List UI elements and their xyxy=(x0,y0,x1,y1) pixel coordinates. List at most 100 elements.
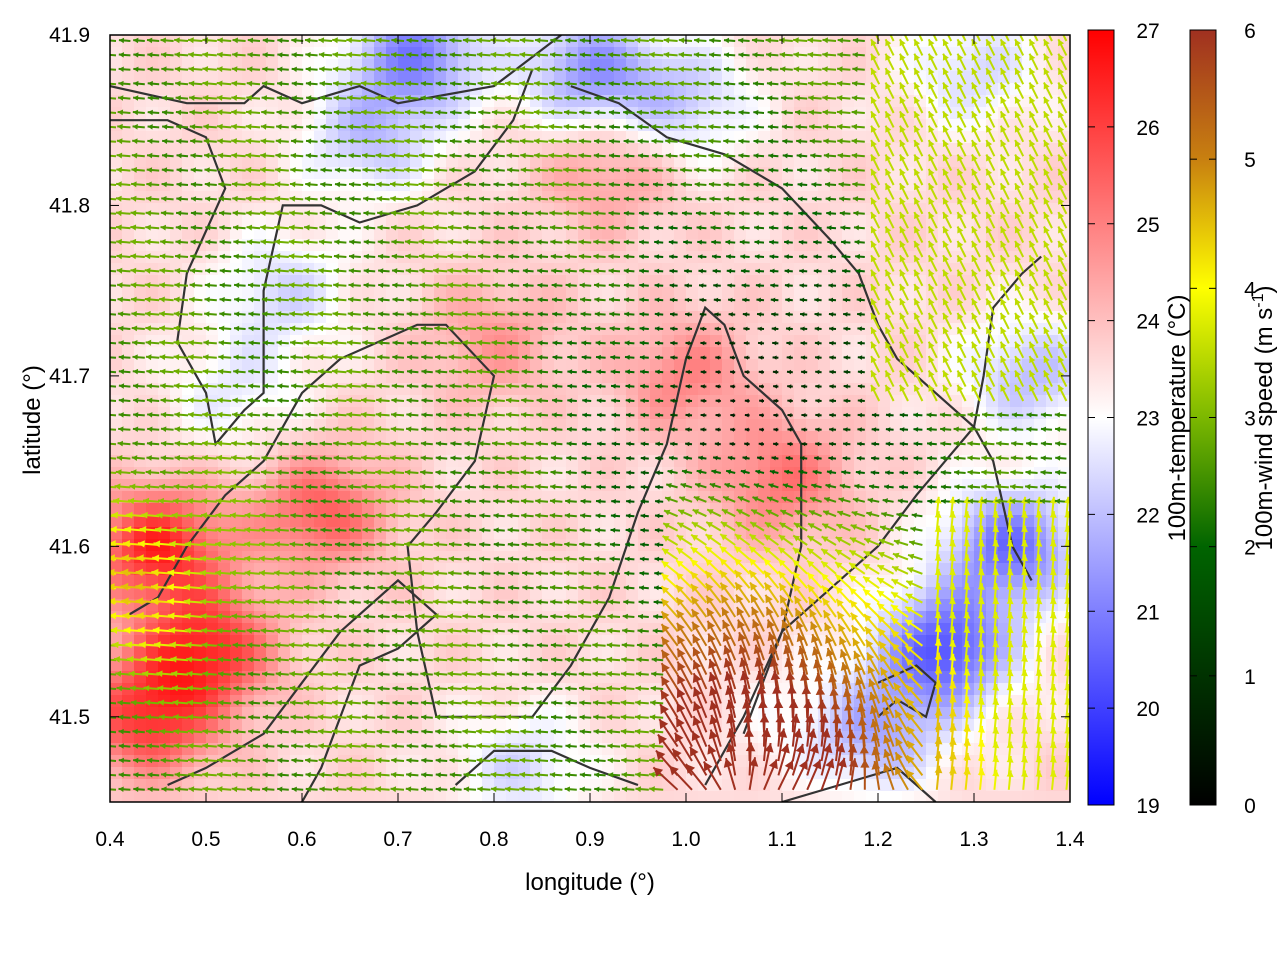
temperature-cell xyxy=(614,587,627,600)
temperature-cell xyxy=(110,323,123,336)
temperature-cell xyxy=(758,155,771,168)
temperature-cell xyxy=(302,431,315,444)
temperature-cell xyxy=(770,359,783,372)
temperature-cell xyxy=(194,359,207,372)
temperature-cell xyxy=(614,71,627,84)
temperature-cell xyxy=(242,371,255,384)
temperature-cell xyxy=(386,551,399,564)
temperature-cell xyxy=(806,371,819,384)
temperature-cell xyxy=(110,371,123,384)
temperature-cell xyxy=(662,359,675,372)
temperature-cell xyxy=(878,431,891,444)
temperature-cell xyxy=(722,407,735,420)
temperature-cell xyxy=(266,215,279,228)
temperature-cell xyxy=(278,767,291,780)
temperature-cell xyxy=(206,503,219,516)
temperature-cell xyxy=(314,575,327,588)
temperature-cell xyxy=(146,443,159,456)
temperature-cell xyxy=(818,287,831,300)
temperature-cell xyxy=(266,95,279,108)
temperature-cell xyxy=(650,551,663,564)
temperature-cell xyxy=(110,263,123,276)
temperature-cell xyxy=(542,299,555,312)
temperature-cell xyxy=(458,623,471,636)
temperature-cell xyxy=(254,35,267,48)
temperature-cell xyxy=(134,299,147,312)
temperature-cell xyxy=(218,83,231,96)
temperature-cell xyxy=(590,215,603,228)
temperature-cell xyxy=(146,731,159,744)
temperature-cell xyxy=(1022,431,1035,444)
temperature-cell xyxy=(470,227,483,240)
temperature-cell xyxy=(830,407,843,420)
temperature-cell xyxy=(782,287,795,300)
temperature-cell xyxy=(470,155,483,168)
temperature-cell xyxy=(158,791,171,802)
temperature-cell xyxy=(590,719,603,732)
temperature-cell xyxy=(662,287,675,300)
temperature-cell xyxy=(290,503,303,516)
temperature-cell xyxy=(146,83,159,96)
temperature-cell xyxy=(518,647,531,660)
temperature-cell xyxy=(842,119,855,132)
temperature-cell xyxy=(338,239,351,252)
temperature-cell xyxy=(218,659,231,672)
temperature-cell xyxy=(230,227,243,240)
temperature-cell xyxy=(482,335,495,348)
temperature-cell xyxy=(758,143,771,156)
temperature-cell xyxy=(170,155,183,168)
temperature-cell xyxy=(806,443,819,456)
temperature-cell xyxy=(614,359,627,372)
temperature-cell xyxy=(146,335,159,348)
temperature-cell xyxy=(194,71,207,84)
temperature-cell xyxy=(110,431,123,444)
temperature-cell xyxy=(518,623,531,636)
temperature-cell xyxy=(518,215,531,228)
temperature-cell xyxy=(614,383,627,396)
temperature-cell xyxy=(830,227,843,240)
temperature-cell xyxy=(470,191,483,204)
temperature-cell xyxy=(230,719,243,732)
temperature-cell xyxy=(206,623,219,636)
temperature-cell xyxy=(398,731,411,744)
temperature-cell xyxy=(410,287,423,300)
temperature-cell xyxy=(590,503,603,516)
temperature-cell xyxy=(698,287,711,300)
temperature-cell xyxy=(1034,779,1047,792)
temperature-cell xyxy=(782,359,795,372)
temperature-cell xyxy=(542,623,555,636)
temperature-cell xyxy=(638,239,651,252)
temperature-cell xyxy=(194,191,207,204)
temperature-cell xyxy=(650,215,663,228)
temperature-cell xyxy=(638,431,651,444)
temperature-cell xyxy=(830,143,843,156)
temperature-cell xyxy=(326,503,339,516)
temperature-cell xyxy=(254,407,267,420)
temperature-cell xyxy=(254,71,267,84)
temperature-cell xyxy=(626,407,639,420)
temperature-cell xyxy=(842,359,855,372)
temperature-cell xyxy=(614,263,627,276)
temperature-cell xyxy=(326,227,339,240)
temperature-cell xyxy=(194,335,207,348)
temperature-cell xyxy=(134,695,147,708)
temperature-cell xyxy=(410,191,423,204)
temperature-cell xyxy=(182,371,195,384)
temperature-cell xyxy=(650,503,663,516)
temperature-cell xyxy=(182,251,195,264)
temperature-cell xyxy=(194,47,207,60)
temperature-cell xyxy=(122,659,135,672)
temperature-cell xyxy=(242,575,255,588)
temperature-cell xyxy=(266,47,279,60)
temperature-cell xyxy=(758,227,771,240)
temperature-cell xyxy=(470,587,483,600)
temperature-cell xyxy=(422,767,435,780)
temperature-cell xyxy=(110,695,123,708)
temperature-cell xyxy=(1010,647,1023,660)
temperature-cell xyxy=(734,443,747,456)
temperature-cell xyxy=(770,143,783,156)
temperature-cell xyxy=(278,551,291,564)
temperature-cell xyxy=(146,623,159,636)
temperature-cell xyxy=(482,575,495,588)
temperature-cell xyxy=(854,407,867,420)
